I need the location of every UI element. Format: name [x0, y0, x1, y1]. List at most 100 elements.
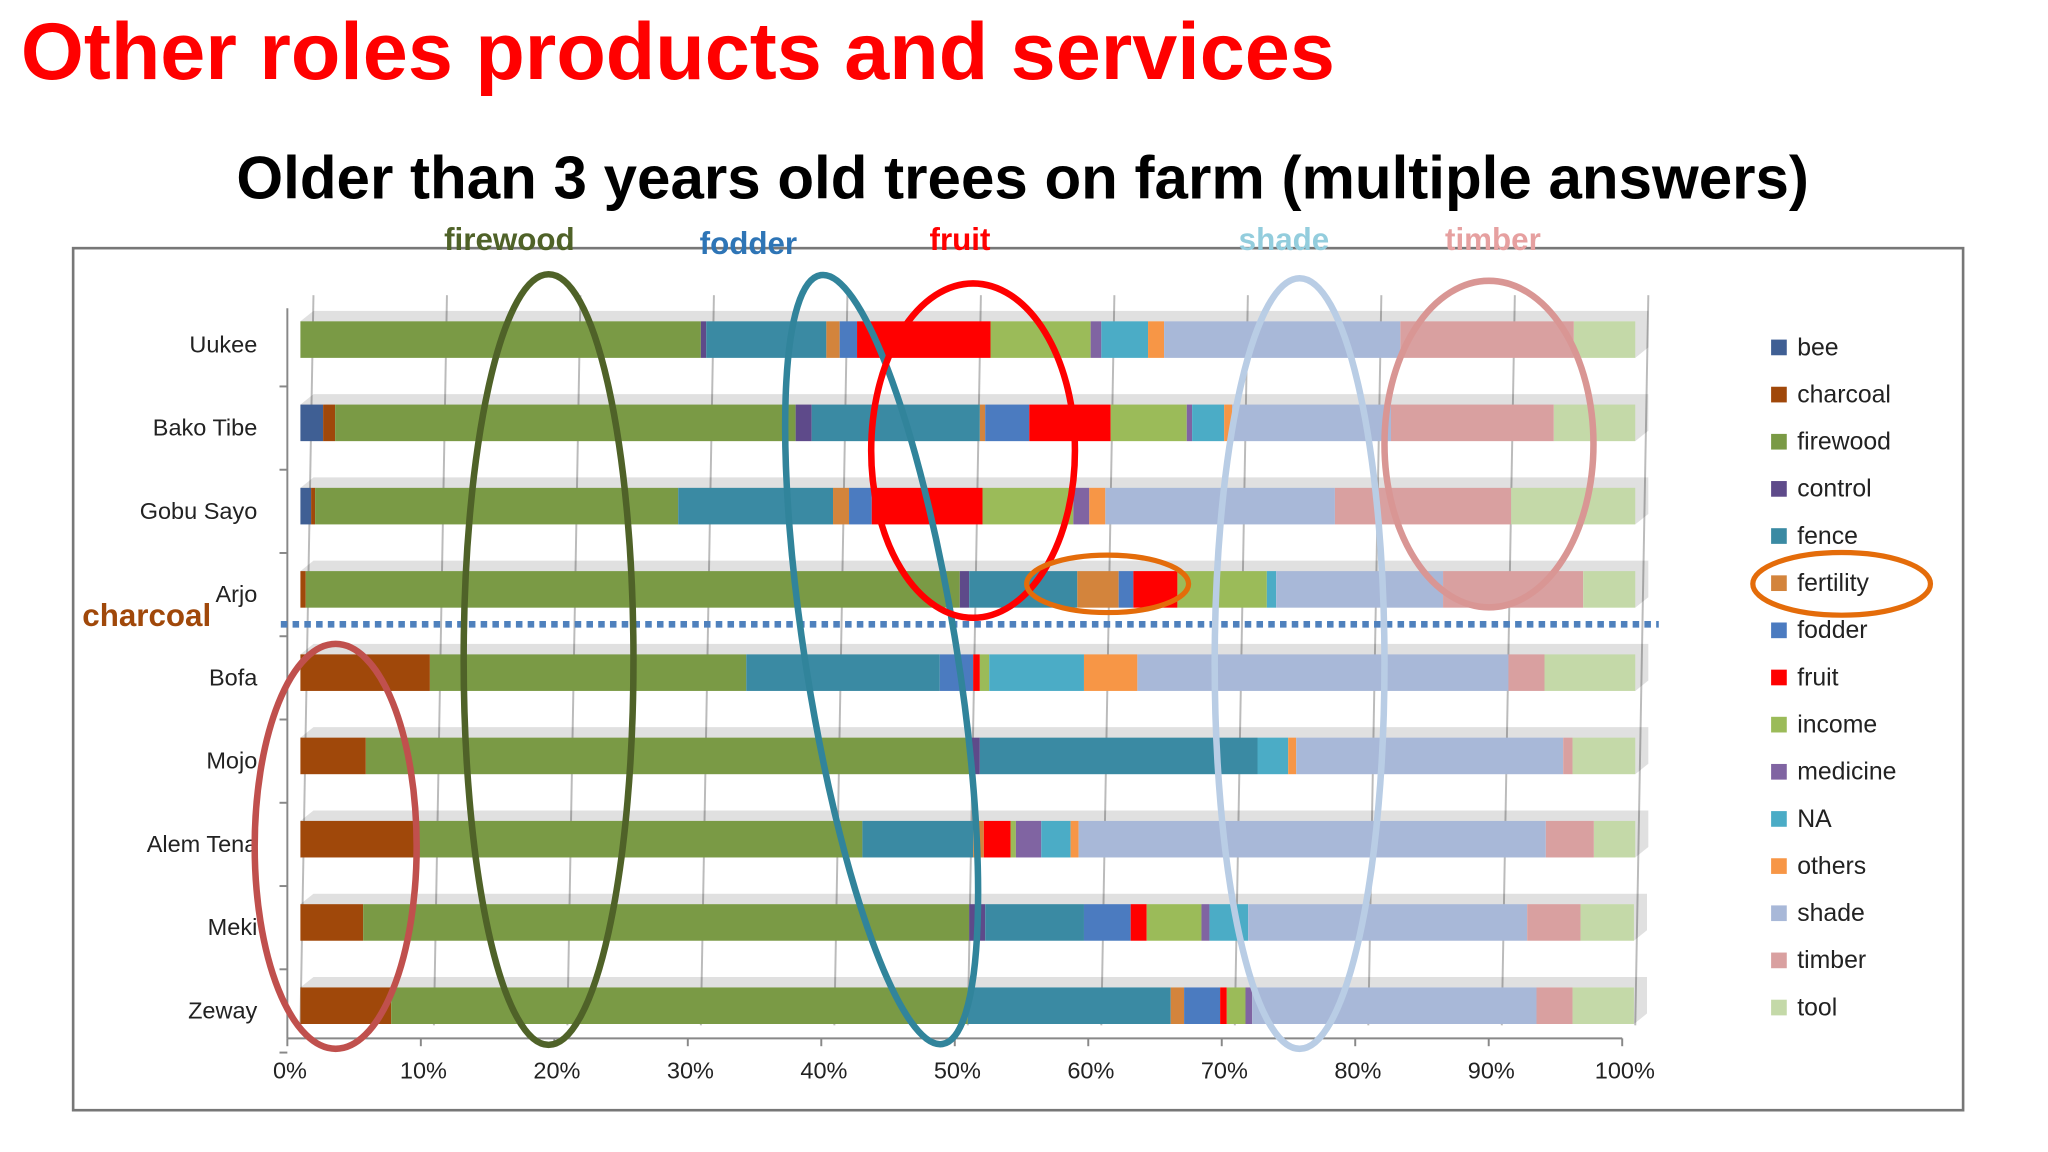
- bar-segment: [967, 987, 1171, 1024]
- legend-label: medicine: [1797, 759, 1896, 786]
- legend-label: tool: [1797, 994, 1837, 1021]
- bar-segment: [979, 737, 1258, 775]
- bar-segment: [1192, 404, 1225, 442]
- legend-swatch: [1771, 716, 1787, 733]
- legend-label: firewood: [1797, 429, 1891, 456]
- bar-segment: [1083, 654, 1138, 691]
- bar-segment: [1511, 487, 1636, 525]
- bar-segment: [1110, 404, 1187, 442]
- bar-segment: [1226, 987, 1246, 1024]
- bar-segment: [300, 737, 366, 775]
- bar-segment: [1148, 321, 1165, 358]
- legend-swatch: [1771, 763, 1787, 780]
- y-tick-label: Uukee: [189, 331, 257, 357]
- x-tick-label: 30%: [667, 1058, 714, 1084]
- x-tick-label: 50%: [934, 1058, 981, 1084]
- bar-segment: [985, 904, 1084, 941]
- legend: bee charcoal firewood control fence fertility…: [1771, 334, 1896, 1021]
- annotation-label: charcoal: [82, 598, 211, 633]
- y-tick-label: Alem Tena: [147, 831, 259, 857]
- x-tick-label: 80%: [1334, 1058, 1381, 1084]
- bar-segment: [678, 487, 834, 525]
- bar-segment: [1572, 987, 1634, 1024]
- bar-segment: [300, 404, 324, 442]
- legend-swatch: [1771, 481, 1787, 497]
- bar-segment: [833, 487, 850, 525]
- annotation-label: timber: [1445, 222, 1541, 257]
- bar-segment: [417, 820, 863, 858]
- bar-segment: [300, 820, 418, 858]
- bar-segment: [795, 404, 812, 442]
- bar-segment: [335, 404, 796, 442]
- bar-segment: [1245, 987, 1253, 1024]
- bar-segment: [983, 820, 1011, 858]
- legend-label: NA: [1797, 806, 1832, 833]
- legend-swatch: [1771, 952, 1787, 969]
- bar-segment: [311, 487, 316, 525]
- bar-segment: [1248, 904, 1528, 941]
- legend-label: charcoal: [1797, 381, 1891, 408]
- y-tick-label: Gobu Sayo: [140, 498, 258, 524]
- legend-label: bee: [1797, 334, 1838, 361]
- annotation-label: shade: [1239, 222, 1330, 257]
- bar-segment: [1400, 321, 1574, 358]
- bar-segment: [1296, 737, 1564, 775]
- bar-segment: [1078, 820, 1546, 858]
- bar-segment: [982, 487, 1074, 525]
- legend-label: fence: [1797, 523, 1858, 550]
- bar-segment: [1288, 737, 1297, 775]
- legend-swatch: [1771, 386, 1787, 403]
- bar-segment: [1137, 654, 1509, 691]
- ellipse-fertility-legend: [1750, 549, 1934, 618]
- bar-segment: [1010, 820, 1016, 858]
- ellipse-charcoal: [251, 640, 420, 1053]
- bar-segment: [959, 571, 970, 608]
- bar-segment: [1184, 987, 1221, 1024]
- bar-segment: [1118, 571, 1134, 608]
- bar-segment: [1083, 904, 1131, 941]
- x-tick-label: 100%: [1595, 1058, 1655, 1084]
- ellipse-fodder: [781, 271, 982, 1048]
- legend-swatch: [1771, 339, 1787, 356]
- bar-depth: [300, 394, 1649, 442]
- x-tick-label: 60%: [1067, 1058, 1114, 1084]
- legend-swatch: [1771, 528, 1787, 544]
- bar-segment: [315, 487, 679, 525]
- bar-segment: [1527, 904, 1581, 941]
- legend-swatch: [1771, 999, 1787, 1016]
- bar-segment: [700, 321, 707, 358]
- bar-segment: [1146, 904, 1202, 941]
- bar-depth: [300, 310, 1649, 358]
- bar-segment: [1164, 321, 1401, 358]
- bar-segment: [1508, 654, 1545, 691]
- bar-segment: [1177, 571, 1267, 608]
- bar-segment: [1580, 904, 1634, 941]
- bar-segment: [1041, 820, 1071, 858]
- bar-segment: [1073, 487, 1090, 525]
- bar-segment: [979, 654, 990, 691]
- bar-segment: [839, 321, 858, 358]
- bar-segment: [1077, 571, 1119, 608]
- x-tick-label: 70%: [1201, 1058, 1248, 1084]
- bar-segment: [365, 737, 971, 775]
- bar-segment: [1536, 987, 1573, 1024]
- legend-label: fruit: [1797, 664, 1838, 691]
- bar-segment: [811, 404, 980, 442]
- y-tick-label: Meki: [208, 914, 258, 940]
- legend-swatch: [1771, 622, 1787, 639]
- legend-label: fertility: [1797, 570, 1869, 597]
- annotation-label: fodder: [700, 226, 797, 261]
- bar-segment: [1334, 487, 1512, 525]
- bar-segment: [826, 321, 840, 358]
- y-tick-label: Mojo: [206, 748, 257, 774]
- bar-segment: [1266, 571, 1277, 608]
- x-tick-label: 0%: [273, 1058, 307, 1084]
- legend-swatch: [1771, 811, 1787, 827]
- annotation-label: fruit: [930, 222, 991, 257]
- y-tick-label: Bako Tibe: [153, 415, 258, 441]
- bar-segment: [1593, 820, 1636, 858]
- legend-label: others: [1797, 853, 1866, 880]
- chart-title: Older than 3 years old trees on farm (mu…: [236, 145, 1809, 212]
